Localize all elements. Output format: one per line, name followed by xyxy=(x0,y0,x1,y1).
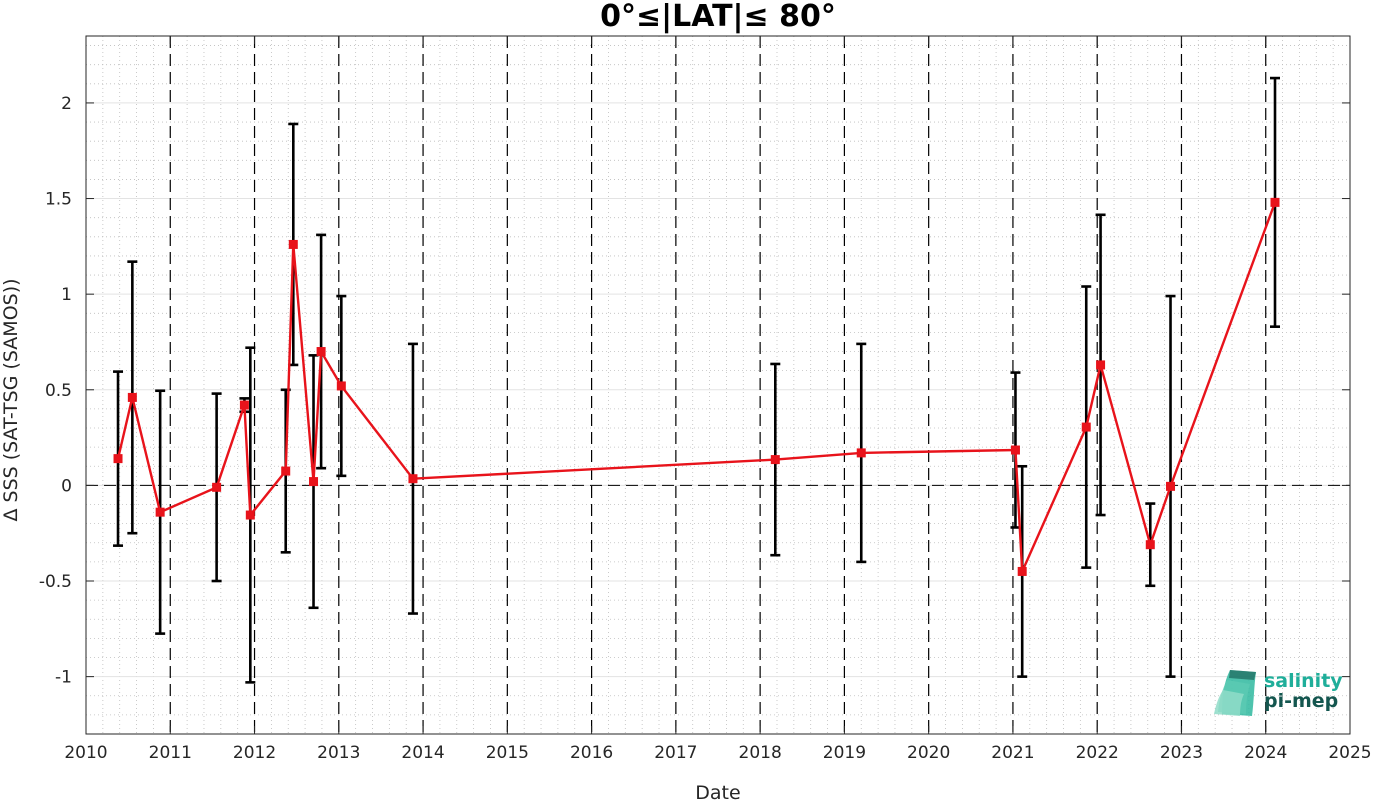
data-point-marker xyxy=(336,381,346,391)
data-point-marker xyxy=(1270,197,1280,207)
x-tick-label: 2015 xyxy=(486,743,529,763)
x-tick-label: 2017 xyxy=(654,743,697,763)
x-tick-label: 2025 xyxy=(1328,743,1371,763)
data-point-marker xyxy=(1081,422,1091,432)
x-tick-label: 2014 xyxy=(401,743,444,763)
logo-text-salinity: salinity xyxy=(1264,670,1343,692)
x-tick-label: 2021 xyxy=(991,743,1034,763)
data-point-marker xyxy=(856,448,866,458)
y-tick-label: 1.5 xyxy=(45,190,72,210)
y-tick-label: 2 xyxy=(61,94,72,114)
y-tick-label: -0.5 xyxy=(39,572,72,592)
x-tick-label: 2019 xyxy=(823,743,866,763)
data-point-marker xyxy=(408,474,418,484)
data-point-marker xyxy=(245,510,255,520)
x-tick-label: 2012 xyxy=(233,743,276,763)
y-tick-labels: -1 -0.5 0 0.5 1 1.5 2 xyxy=(39,94,72,688)
data-point-marker xyxy=(288,239,298,249)
data-point-marker xyxy=(127,392,137,402)
minor-grid xyxy=(86,36,1350,735)
x-tick-label: 2024 xyxy=(1244,743,1287,763)
data-point-marker xyxy=(309,477,319,487)
data-point-marker xyxy=(770,455,780,465)
x-tick-label: 2020 xyxy=(907,743,950,763)
x-tick-label: 2022 xyxy=(1076,743,1119,763)
x-axis-label: Date xyxy=(695,782,740,801)
data-point-marker xyxy=(281,466,291,476)
data-point-marker xyxy=(1145,540,1155,550)
salinity-pi-mep-logo: salinity pi-mep xyxy=(1214,670,1343,716)
data-point-marker xyxy=(113,454,123,464)
data-point-marker xyxy=(1010,445,1020,455)
data-point-marker xyxy=(155,507,165,517)
data-point-marker xyxy=(212,482,222,492)
chart-title: 0°≤|LAT|≤ 80° xyxy=(600,0,836,34)
data-point-marker xyxy=(1166,481,1176,491)
plot-frame xyxy=(85,35,1351,735)
y-tick-label: 0.5 xyxy=(45,381,72,401)
data-point-marker xyxy=(1017,566,1027,576)
x-tick-label: 2018 xyxy=(739,743,782,763)
data-point-marker xyxy=(1096,360,1106,370)
x-tick-label: 2023 xyxy=(1160,743,1203,763)
y-tick-label: 0 xyxy=(61,476,72,496)
axis-ticks xyxy=(85,36,1351,734)
wave-logo-icon xyxy=(1214,670,1256,716)
x-tick-label: 2010 xyxy=(64,743,107,763)
x-tick-labels: 2010 2011 2012 2013 2014 2015 2016 2017 2018 2019… xyxy=(64,743,1371,763)
y-tick-label: -1 xyxy=(55,668,72,688)
series-markers xyxy=(113,197,1280,576)
major-grid xyxy=(86,102,1350,678)
x-tick-label: 2011 xyxy=(149,743,192,763)
x-tick-label: 2016 xyxy=(570,743,613,763)
data-point-marker xyxy=(239,400,249,410)
y-axis-label: Δ SSS (SAT-TSG (SAMOS)) xyxy=(0,278,22,521)
data-point-marker xyxy=(316,347,326,357)
logo-text-pi-mep: pi-mep xyxy=(1264,690,1338,712)
y-tick-label: 1 xyxy=(61,285,72,305)
x-tick-label: 2013 xyxy=(317,743,360,763)
